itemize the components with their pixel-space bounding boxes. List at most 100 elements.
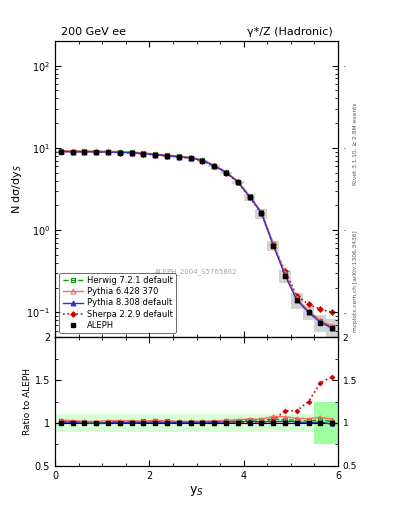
Bar bbox=[267, 241, 279, 251]
Sherpa 2.2.9 default bbox=[188, 155, 193, 161]
Pythia 6.428 370 bbox=[283, 270, 287, 276]
Pythia 8.308 default bbox=[224, 169, 228, 176]
Herwig 7.2.1 default bbox=[94, 148, 99, 155]
Herwig 7.2.1 default bbox=[82, 148, 87, 155]
Herwig 7.2.1 default bbox=[247, 193, 252, 199]
Herwig 7.2.1 default bbox=[176, 153, 181, 159]
Text: γ*/Z (Hadronic): γ*/Z (Hadronic) bbox=[246, 27, 332, 36]
Bar bbox=[255, 209, 267, 219]
Text: mcplots.cern.ch [arXiv:1306.3436]: mcplots.cern.ch [arXiv:1306.3436] bbox=[353, 231, 358, 332]
Sherpa 2.2.9 default bbox=[118, 150, 122, 156]
Text: ALEPH_2004_S5765862: ALEPH_2004_S5765862 bbox=[155, 269, 238, 275]
Pythia 6.428 370 bbox=[129, 149, 134, 155]
Sherpa 2.2.9 default bbox=[165, 153, 169, 159]
Sherpa 2.2.9 default bbox=[212, 163, 217, 169]
Bar bbox=[102, 152, 114, 153]
Pythia 8.308 default bbox=[259, 210, 264, 216]
Pythia 8.308 default bbox=[306, 309, 311, 315]
Pythia 6.428 370 bbox=[294, 295, 299, 302]
Bar bbox=[114, 152, 126, 154]
Pythia 6.428 370 bbox=[224, 168, 228, 175]
Pythia 8.308 default bbox=[212, 163, 217, 169]
Bar bbox=[90, 151, 102, 153]
Pythia 8.308 default bbox=[247, 194, 252, 200]
Bar bbox=[161, 155, 173, 157]
Herwig 7.2.1 default bbox=[200, 157, 205, 163]
Herwig 7.2.1 default bbox=[59, 148, 63, 154]
Sherpa 2.2.9 default bbox=[94, 149, 99, 155]
Pythia 8.308 default bbox=[82, 148, 87, 155]
Pythia 6.428 370 bbox=[165, 152, 169, 158]
Pythia 8.308 default bbox=[59, 148, 63, 155]
Pythia 8.308 default bbox=[318, 319, 323, 325]
Line: Pythia 6.428 370: Pythia 6.428 370 bbox=[59, 148, 334, 329]
Pythia 8.308 default bbox=[153, 152, 158, 158]
Sherpa 2.2.9 default bbox=[318, 306, 323, 312]
Line: Pythia 8.308 default: Pythia 8.308 default bbox=[59, 149, 334, 331]
Sherpa 2.2.9 default bbox=[176, 154, 181, 160]
Pythia 8.308 default bbox=[106, 149, 110, 155]
Herwig 7.2.1 default bbox=[294, 296, 299, 302]
Sherpa 2.2.9 default bbox=[153, 152, 158, 158]
Pythia 6.428 370 bbox=[176, 153, 181, 159]
Pythia 6.428 370 bbox=[118, 148, 122, 155]
Herwig 7.2.1 default bbox=[283, 271, 287, 278]
Y-axis label: N dσ/dy$_S$: N dσ/dy$_S$ bbox=[9, 164, 24, 214]
Bar bbox=[126, 152, 138, 154]
Pythia 6.428 370 bbox=[271, 240, 275, 246]
Pythia 6.428 370 bbox=[82, 148, 87, 154]
Sherpa 2.2.9 default bbox=[283, 268, 287, 274]
Line: Herwig 7.2.1 default: Herwig 7.2.1 default bbox=[59, 148, 334, 330]
X-axis label: y$_S$: y$_S$ bbox=[189, 483, 204, 498]
Legend: Herwig 7.2.1 default, Pythia 6.428 370, Pythia 8.308 default, Sherpa 2.2.9 defau: Herwig 7.2.1 default, Pythia 6.428 370, … bbox=[59, 273, 176, 333]
Bar bbox=[303, 306, 314, 321]
Sherpa 2.2.9 default bbox=[235, 179, 240, 185]
Sherpa 2.2.9 default bbox=[271, 241, 275, 247]
Herwig 7.2.1 default bbox=[318, 318, 323, 324]
Pythia 6.428 370 bbox=[306, 308, 311, 314]
Bar bbox=[138, 153, 149, 155]
Bar bbox=[291, 293, 303, 309]
Herwig 7.2.1 default bbox=[212, 162, 217, 168]
Sherpa 2.2.9 default bbox=[306, 302, 311, 308]
Pythia 6.428 370 bbox=[94, 148, 99, 154]
Pythia 8.308 default bbox=[141, 151, 146, 157]
Bar bbox=[244, 194, 255, 201]
Pythia 8.308 default bbox=[165, 153, 169, 159]
Sherpa 2.2.9 default bbox=[294, 292, 299, 298]
Herwig 7.2.1 default bbox=[259, 209, 264, 216]
Pythia 6.428 370 bbox=[188, 155, 193, 161]
Herwig 7.2.1 default bbox=[165, 152, 169, 158]
Pythia 6.428 370 bbox=[330, 323, 334, 329]
Pythia 6.428 370 bbox=[318, 317, 323, 324]
Herwig 7.2.1 default bbox=[70, 148, 75, 155]
Sherpa 2.2.9 default bbox=[59, 148, 63, 155]
Bar bbox=[55, 151, 67, 153]
Text: Rivet 3.1.10, ≥ 2.8M events: Rivet 3.1.10, ≥ 2.8M events bbox=[353, 102, 358, 185]
Herwig 7.2.1 default bbox=[271, 241, 275, 247]
Pythia 8.308 default bbox=[283, 272, 287, 278]
Bar bbox=[279, 270, 291, 283]
Sherpa 2.2.9 default bbox=[200, 158, 205, 164]
Sherpa 2.2.9 default bbox=[70, 148, 75, 155]
Pythia 6.428 370 bbox=[153, 151, 158, 157]
Sherpa 2.2.9 default bbox=[224, 169, 228, 176]
Pythia 6.428 370 bbox=[235, 178, 240, 184]
Herwig 7.2.1 default bbox=[235, 179, 240, 185]
Herwig 7.2.1 default bbox=[106, 148, 110, 155]
Sherpa 2.2.9 default bbox=[82, 148, 87, 155]
Bar bbox=[326, 319, 338, 339]
Herwig 7.2.1 default bbox=[153, 151, 158, 157]
Bar bbox=[314, 315, 326, 332]
Pythia 8.308 default bbox=[118, 149, 122, 155]
Herwig 7.2.1 default bbox=[129, 149, 134, 155]
Herwig 7.2.1 default bbox=[118, 149, 122, 155]
Text: 200 GeV ee: 200 GeV ee bbox=[61, 27, 126, 36]
Pythia 6.428 370 bbox=[259, 209, 264, 215]
Bar bbox=[220, 172, 232, 174]
Sherpa 2.2.9 default bbox=[247, 194, 252, 200]
Sherpa 2.2.9 default bbox=[106, 149, 110, 155]
Pythia 8.308 default bbox=[176, 154, 181, 160]
Pythia 8.308 default bbox=[129, 150, 134, 156]
Herwig 7.2.1 default bbox=[306, 309, 311, 315]
